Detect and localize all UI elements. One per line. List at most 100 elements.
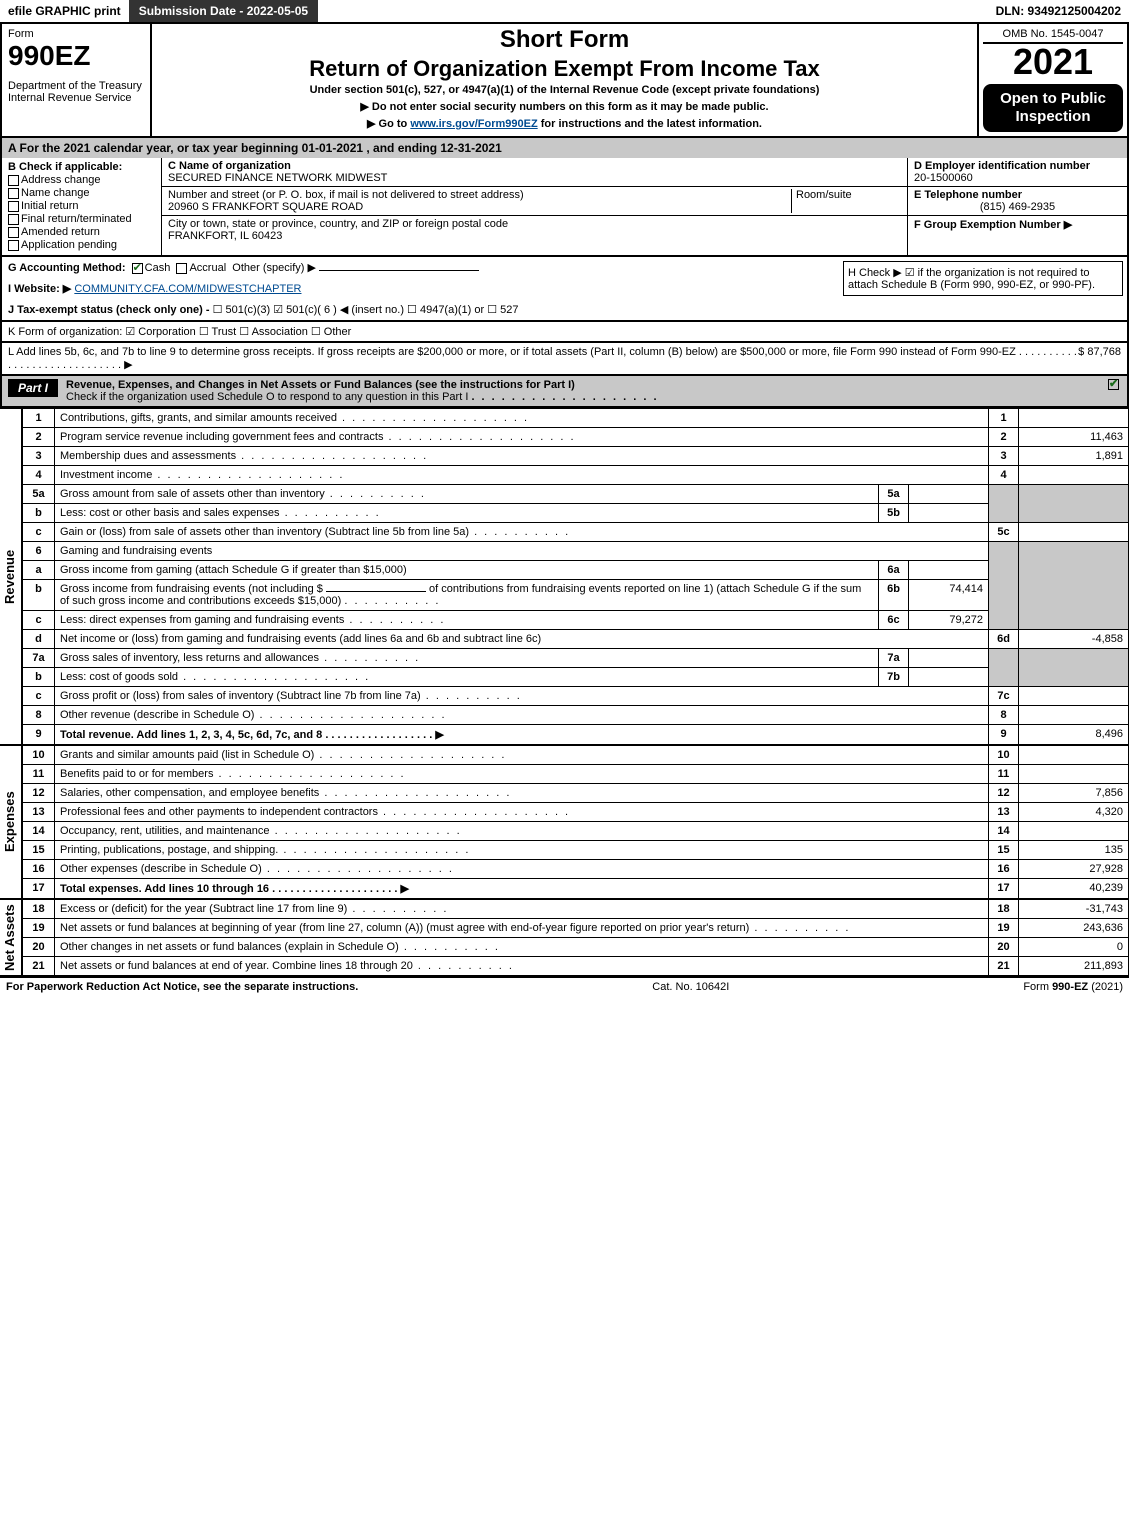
row-l-gross-receipts: L Add lines 5b, 6c, and 7b to line 9 to …: [0, 343, 1129, 376]
irs-label: Internal Revenue Service: [8, 92, 144, 104]
form-word: Form: [8, 28, 144, 40]
line-7a: 7a Gross sales of inventory, less return…: [23, 649, 1129, 668]
instr-ssn: ▶ Do not enter social security numbers o…: [156, 100, 973, 113]
line-8: 8 Other revenue (describe in Schedule O)…: [23, 706, 1129, 725]
ein-value: 20-1500060: [914, 172, 973, 184]
line-17: 17 Total expenses. Add lines 10 through …: [23, 879, 1129, 899]
page-footer: For Paperwork Reduction Act Notice, see …: [0, 976, 1129, 996]
instr-goto-post: for instructions and the latest informat…: [541, 118, 762, 130]
dln-label: DLN: 93492125004202: [988, 0, 1129, 22]
line-10: 10 Grants and similar amounts paid (list…: [23, 746, 1129, 765]
form-version: Form 990-EZ (2021): [1023, 981, 1123, 993]
header-right: OMB No. 1545-0047 2021 Open to Public In…: [977, 24, 1127, 136]
revenue-vertical-label: Revenue: [0, 408, 22, 745]
phone-value: (815) 469-2935: [914, 201, 1121, 213]
line-5b: b Less: cost or other basis and sales ex…: [23, 504, 1129, 523]
line-7c: c Gross profit or (loss) from sales of i…: [23, 687, 1129, 706]
row-k-form-org: K Form of organization: ☑ Corporation ☐ …: [0, 322, 1129, 343]
chk-address-change: Address change: [8, 174, 155, 186]
header-left: Form 990EZ Department of the Treasury In…: [2, 24, 152, 136]
irs-link[interactable]: www.irs.gov/Form990EZ: [410, 118, 537, 130]
dept-treasury: Department of the Treasury: [8, 80, 144, 92]
line-2: 2 Program service revenue including gove…: [23, 428, 1129, 447]
chk-amended-return: Amended return: [8, 226, 155, 238]
website-link[interactable]: COMMUNITY.CFA.COM/MIDWESTCHAPTER: [74, 283, 301, 295]
efile-label: efile GRAPHIC print: [0, 0, 129, 22]
chk-name-change: Name change: [8, 187, 155, 199]
line-7b: b Less: cost of goods sold 7b: [23, 668, 1129, 687]
line-1: 1 Contributions, gifts, grants, and simi…: [23, 409, 1129, 428]
part1-subtitle: Check if the organization used Schedule …: [66, 391, 468, 403]
line-6: 6 Gaming and fundraising events: [23, 542, 1129, 561]
net-assets-table: 18 Excess or (deficit) for the year (Sub…: [22, 899, 1129, 976]
chk-cash: [132, 263, 143, 274]
line-6c: c Less: direct expenses from gaming and …: [23, 611, 1129, 630]
net-assets-vertical-label: Net Assets: [0, 899, 22, 976]
col-def: D Employer identification number 20-1500…: [907, 158, 1127, 255]
f-label: F Group Exemption Number ▶: [914, 219, 1072, 231]
city-label: City or town, state or province, country…: [168, 218, 508, 230]
header-center: Short Form Return of Organization Exempt…: [152, 24, 977, 136]
col-b-checks: B Check if applicable: Address change Na…: [2, 158, 162, 255]
submission-date: Submission Date - 2022-05-05: [129, 0, 318, 22]
section-bcdef: B Check if applicable: Address change Na…: [0, 158, 1129, 257]
line-21: 21 Net assets or fund balances at end of…: [23, 957, 1129, 976]
instr-goto: ▶ Go to www.irs.gov/Form990EZ for instru…: [156, 117, 973, 130]
line-12: 12 Salaries, other compensation, and emp…: [23, 784, 1129, 803]
header-subtitle: Under section 501(c), 527, or 4947(a)(1)…: [156, 84, 973, 96]
row-j-tax-exempt: J Tax-exempt status (check only one) - ☐…: [2, 299, 1127, 320]
c-label: C Name of organization: [168, 160, 291, 172]
h-schedule-b-box: H Check ▶ ☑ if the organization is not r…: [843, 261, 1123, 296]
org-name: SECURED FINANCE NETWORK MIDWEST: [168, 172, 387, 184]
form-code: 990EZ: [8, 40, 144, 72]
chk-application-pending: Application pending: [8, 239, 155, 251]
chk-final-return: Final return/terminated: [8, 213, 155, 225]
line-5a: 5a Gross amount from sale of assets othe…: [23, 485, 1129, 504]
net-assets-section: Net Assets 18 Excess or (deficit) for th…: [0, 899, 1129, 976]
part1-header: Part I Revenue, Expenses, and Changes in…: [0, 376, 1129, 408]
line-20: 20 Other changes in net assets or fund b…: [23, 938, 1129, 957]
line-16: 16 Other expenses (describe in Schedule …: [23, 860, 1129, 879]
expenses-section: Expenses 10 Grants and similar amounts p…: [0, 745, 1129, 899]
line-14: 14 Occupancy, rent, utilities, and maint…: [23, 822, 1129, 841]
top-bar: efile GRAPHIC print Submission Date - 20…: [0, 0, 1129, 24]
line-9: 9 Total revenue. Add lines 1, 2, 3, 4, 5…: [23, 725, 1129, 745]
revenue-section: Revenue 1 Contributions, gifts, grants, …: [0, 408, 1129, 745]
line-6b: b Gross income from fundraising events (…: [23, 580, 1129, 611]
part1-label: Part I: [8, 379, 58, 397]
revenue-table: 1 Contributions, gifts, grants, and simi…: [22, 408, 1129, 745]
short-form-title: Short Form: [156, 26, 973, 54]
l-text: L Add lines 5b, 6c, and 7b to line 9 to …: [8, 346, 1078, 371]
line-3: 3 Membership dues and assessments 3 1,89…: [23, 447, 1129, 466]
row-a-calendar: A For the 2021 calendar year, or tax yea…: [0, 138, 1129, 158]
col-c-org: C Name of organization SECURED FINANCE N…: [162, 158, 907, 255]
line-5c: c Gain or (loss) from sale of assets oth…: [23, 523, 1129, 542]
line-4: 4 Investment income 4: [23, 466, 1129, 485]
addr-value: 20960 S FRANKFORT SQUARE ROAD: [168, 201, 363, 213]
instr-goto-pre: ▶ Go to: [367, 118, 410, 130]
tax-year: 2021: [983, 44, 1123, 80]
cat-no: Cat. No. 10642I: [652, 981, 729, 993]
form-header: Form 990EZ Department of the Treasury In…: [0, 24, 1129, 138]
line-11: 11 Benefits paid to or for members 11: [23, 765, 1129, 784]
expenses-vertical-label: Expenses: [0, 745, 22, 899]
line-6a: a Gross income from gaming (attach Sched…: [23, 561, 1129, 580]
j-options: ☐ 501(c)(3) ☑ 501(c)( 6 ) ◀ (insert no.)…: [213, 304, 519, 316]
chk-accrual: [176, 263, 187, 274]
l-amount: $ 87,768: [1078, 346, 1121, 371]
chk-initial-return: Initial return: [8, 200, 155, 212]
line-18: 18 Excess or (deficit) for the year (Sub…: [23, 900, 1129, 919]
b-label: B Check if applicable:: [8, 161, 155, 173]
line-19: 19 Net assets or fund balances at beginn…: [23, 919, 1129, 938]
line-13: 13 Professional fees and other payments …: [23, 803, 1129, 822]
exempt-title: Return of Organization Exempt From Incom…: [156, 56, 973, 82]
part1-schedule-o-check: [1108, 379, 1119, 390]
line-6d: d Net income or (loss) from gaming and f…: [23, 630, 1129, 649]
part1-title: Revenue, Expenses, and Changes in Net As…: [66, 379, 575, 391]
city-value: FRANKFORT, IL 60423: [168, 230, 282, 242]
e-label: E Telephone number: [914, 189, 1022, 201]
expenses-table: 10 Grants and similar amounts paid (list…: [22, 745, 1129, 899]
g-label: G Accounting Method:: [8, 262, 126, 274]
g-other: Other (specify) ▶: [232, 262, 316, 274]
paperwork-notice: For Paperwork Reduction Act Notice, see …: [6, 981, 358, 993]
